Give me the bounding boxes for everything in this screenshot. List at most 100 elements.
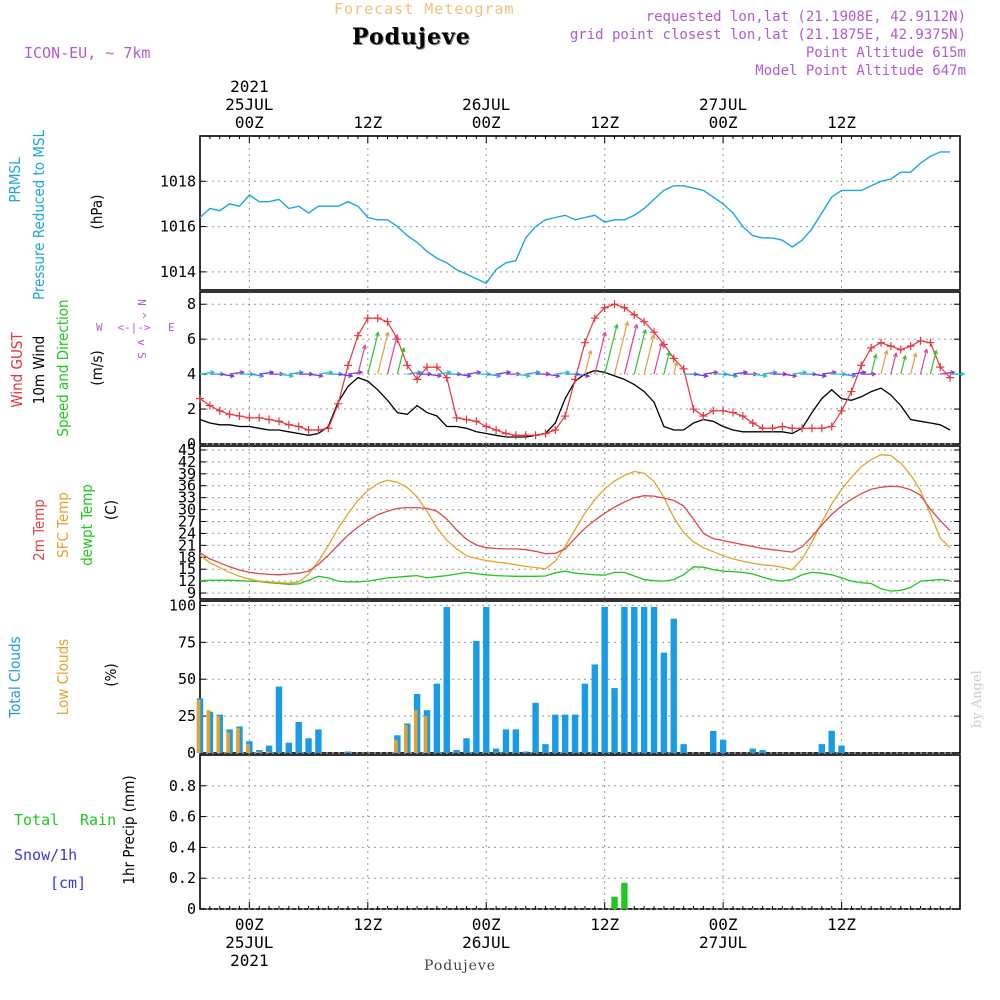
- panel-frame-3: [199, 600, 961, 754]
- wind-gust-marker: [225, 410, 234, 419]
- wind-direction-arrow: [456, 373, 471, 377]
- pressure-ytick-label: 1014: [160, 263, 196, 281]
- wind-direction-arrow: [811, 373, 827, 377]
- temp-unit-group: (C): [102, 500, 120, 520]
- wind-direction-arrowhead: [872, 353, 878, 359]
- wind-direction-arrowhead: [792, 373, 798, 379]
- wind-gust-marker: [719, 406, 728, 415]
- wind-direction-arrowhead: [923, 348, 929, 354]
- low-cloud-bar: [246, 744, 250, 753]
- total-cloud-bar: [265, 745, 273, 753]
- wind-ytick-label: 2: [187, 400, 196, 418]
- temp-dewpoint-label: dewpt Temp: [78, 484, 96, 566]
- wind-direction-arrowhead: [851, 373, 857, 379]
- wind-speed-label: Speed and Direction: [54, 299, 72, 436]
- temp-ytick-label: 30: [178, 501, 196, 519]
- top-time-label: 25JUL: [225, 95, 273, 114]
- wind-direction-arrow: [604, 324, 618, 375]
- wind-direction-arrow: [288, 371, 303, 375]
- wind-gust-marker: [877, 338, 886, 347]
- top-time-label: 26JUL: [462, 95, 510, 114]
- wind-direction-arrowhead: [259, 373, 265, 379]
- wind-gust-marker: [511, 431, 520, 440]
- wind-direction-arrowhead: [400, 346, 406, 353]
- precip-ytick-label: 0.8: [169, 777, 196, 795]
- wind-gust-marker: [788, 424, 797, 433]
- wind-gust-marker: [442, 373, 451, 382]
- wind-direction-arrow: [653, 342, 663, 375]
- total-cloud-bar: [581, 683, 589, 753]
- top-time-label: 2021: [230, 77, 269, 96]
- compass-n: N ^: [135, 299, 148, 319]
- bottom-time-label: 25JUL: [225, 933, 273, 952]
- wind-direction-arrowhead: [633, 323, 639, 329]
- wind-gust-marker: [580, 338, 589, 347]
- wind-direction-arrowhead: [733, 373, 739, 379]
- low-cloud-bar: [196, 699, 201, 753]
- pressure-unit: (hPa): [88, 195, 106, 230]
- wind-direction-arrowhead: [658, 341, 664, 347]
- wind-direction-arrow: [407, 371, 422, 375]
- wind-gust-marker: [738, 412, 747, 421]
- wind-direction-arrowhead: [703, 373, 709, 379]
- wind-gust-marker: [561, 412, 570, 421]
- compass-s: v S: [135, 339, 148, 359]
- temp-surface-label-group: SFC Temp: [54, 492, 72, 558]
- bottom-time-label: 12Z: [353, 915, 382, 934]
- temp-ytick-label: 39: [178, 465, 196, 483]
- bottom-time-label: 26JUL: [462, 933, 510, 952]
- precip-ytick-label: 0.6: [169, 808, 196, 826]
- wind-direction-arrow: [880, 350, 888, 375]
- temp-ytick-label: 9: [187, 584, 196, 602]
- wind-direction-arrow: [545, 373, 560, 377]
- wind-gust-marker: [640, 317, 649, 326]
- bottom-time-label: 00Z: [235, 915, 264, 934]
- low-cloud-bar: [394, 739, 398, 753]
- wind-direction-arrow: [732, 371, 748, 375]
- wind-direction-arrowhead: [902, 354, 907, 360]
- wind-direction-arrow: [792, 371, 807, 375]
- wind-gust-marker: [758, 424, 767, 433]
- wind-gust-marker: [916, 336, 925, 345]
- wind-gust-marker: [926, 338, 935, 347]
- wind-direction-arrow: [436, 371, 451, 375]
- wind-gust-marker: [284, 420, 293, 429]
- wind-direction-arrow: [762, 371, 777, 375]
- wind-direction-arrowhead: [375, 331, 380, 337]
- total-cloud-bar: [305, 738, 312, 753]
- wind-direction-arrow: [259, 371, 274, 375]
- wind-direction-arrow: [278, 373, 294, 377]
- wind-direction-arrowhead: [960, 371, 966, 377]
- wind-direction-arrowhead: [358, 370, 364, 375]
- compass-n-group: N ^: [135, 299, 148, 319]
- wind-direction-arrow: [219, 373, 234, 377]
- top-time-label: 00Z: [709, 113, 738, 132]
- wind-direction-arrow: [693, 373, 708, 377]
- temp-ytick-label: 33: [178, 489, 196, 507]
- wind-unit-group: (m/s): [88, 350, 106, 385]
- precip-cm-label: [cm]: [50, 874, 86, 892]
- wind-direction-arrow: [357, 345, 366, 375]
- wind-gust-marker: [946, 373, 955, 382]
- wind-gust-marker: [501, 429, 510, 438]
- wind-direction-arrowhead: [384, 331, 390, 337]
- wind-direction-arrowhead: [289, 373, 295, 379]
- pressure-label-reduced-group: Pressure Reduced to MSL: [30, 129, 48, 300]
- wind-direction-arrow: [613, 321, 629, 375]
- compass-axis: <-|->: [117, 321, 150, 334]
- total-cloud-bar: [591, 664, 599, 753]
- wind-gust-marker: [314, 426, 323, 435]
- temp-ytick-label: 12: [178, 572, 196, 590]
- temp-2m-line: [199, 485, 951, 576]
- wind-direction-arrow: [900, 355, 906, 375]
- wind-direction-arrowhead: [587, 349, 593, 355]
- pressure-label-reduced: Pressure Reduced to MSL: [30, 129, 48, 300]
- clouds-ytick-label: 75: [178, 633, 196, 651]
- closest-coords: grid point closest lon,lat (21.1875E, 42…: [569, 27, 966, 43]
- total-cloud-bar: [680, 744, 687, 753]
- pressure-unit-group: (hPa): [88, 195, 106, 230]
- wind-direction-arrowhead: [883, 349, 889, 355]
- wind-gust-marker: [205, 401, 214, 410]
- wind-direction-arrow: [229, 371, 244, 375]
- wind-direction-arrowhead: [613, 323, 619, 329]
